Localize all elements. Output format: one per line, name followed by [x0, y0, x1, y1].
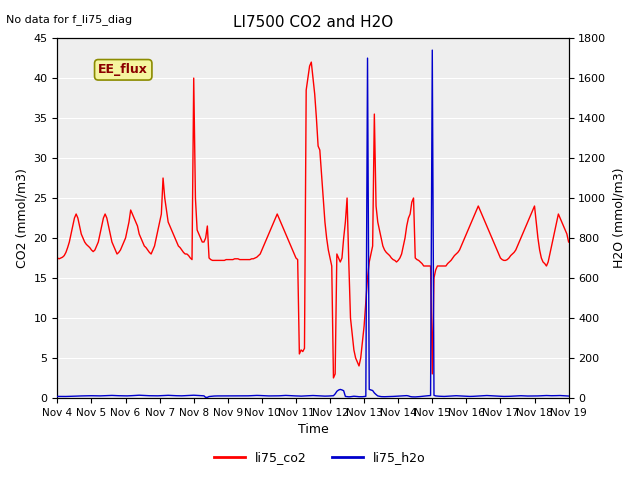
Legend: li75_co2, li75_h2o: li75_co2, li75_h2o [209, 446, 431, 469]
Y-axis label: H2O (mmol/m3): H2O (mmol/m3) [612, 168, 625, 268]
Title: LI7500 CO2 and H2O: LI7500 CO2 and H2O [233, 15, 393, 30]
X-axis label: Time: Time [298, 423, 328, 436]
Text: No data for f_li75_diag: No data for f_li75_diag [6, 14, 132, 25]
Y-axis label: CO2 (mmol/m3): CO2 (mmol/m3) [15, 168, 28, 268]
Text: EE_flux: EE_flux [99, 63, 148, 76]
